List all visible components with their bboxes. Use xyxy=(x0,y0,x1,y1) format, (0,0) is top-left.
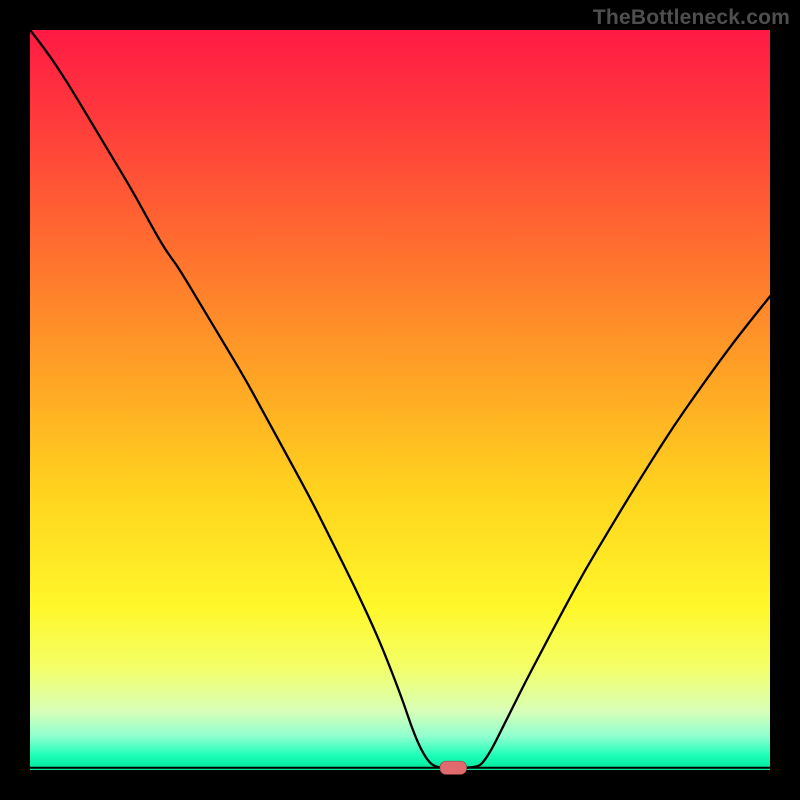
optimal-marker xyxy=(440,761,467,774)
chart-frame: TheBottleneck.com xyxy=(0,0,800,800)
plot-background xyxy=(30,30,770,770)
watermark-text: TheBottleneck.com xyxy=(593,6,790,30)
chart-svg xyxy=(0,0,800,800)
